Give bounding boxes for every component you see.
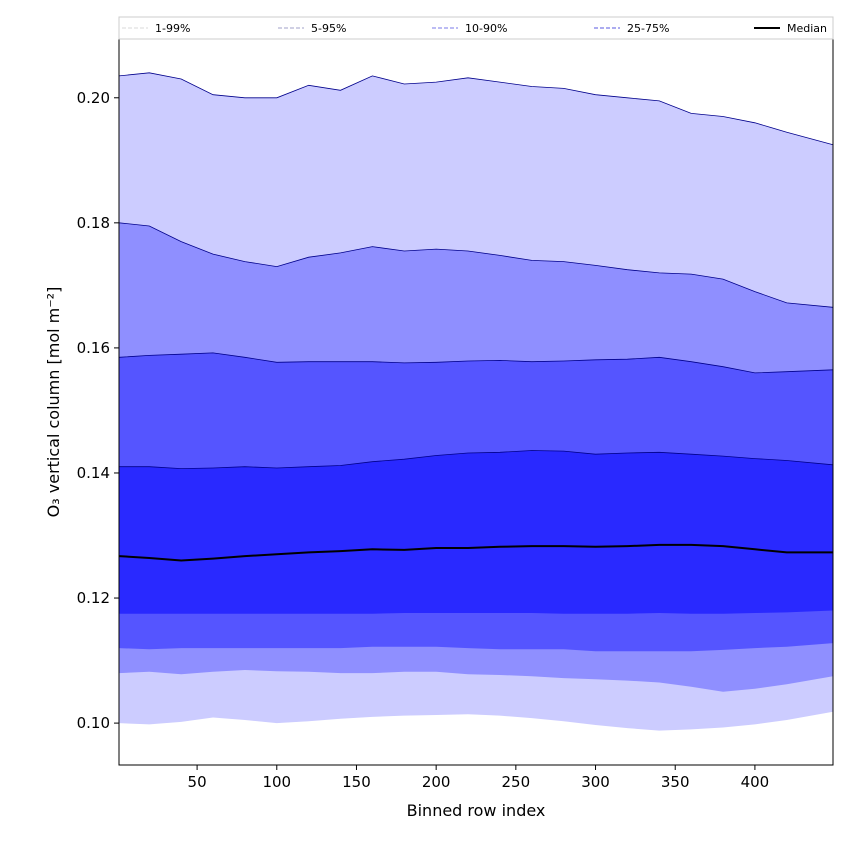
median-layer bbox=[118, 543, 833, 562]
x-tick-label: 150 bbox=[342, 773, 371, 791]
legend-label: 10-90% bbox=[465, 22, 507, 35]
bands-layer bbox=[118, 72, 834, 731]
x-tick-label: 200 bbox=[422, 773, 451, 791]
y-tick-label: 0.20 bbox=[77, 89, 110, 107]
legend-label: Median bbox=[787, 22, 827, 35]
y-tick-label: 0.12 bbox=[77, 589, 110, 607]
x-tick-label: 300 bbox=[581, 773, 610, 791]
y-tick-label: 0.18 bbox=[77, 214, 110, 232]
x-axis-ticks: 50 100 150 200 250 300 350 400 bbox=[188, 765, 770, 791]
legend: 1-99% 5-95% 10-90% 25-75% Median bbox=[118, 16, 834, 40]
x-tick-label: 250 bbox=[502, 773, 531, 791]
x-tick-label: 50 bbox=[188, 773, 207, 791]
x-tick-label: 350 bbox=[661, 773, 690, 791]
y-tick-label: 0.14 bbox=[77, 464, 110, 482]
y-tick-label: 0.10 bbox=[77, 714, 110, 732]
band-25-75% bbox=[119, 450, 833, 614]
legend-box bbox=[118, 16, 834, 40]
y-tick-label: 0.16 bbox=[77, 339, 110, 357]
band-upper-edge-1-99% bbox=[118, 72, 834, 146]
x-axis-label: Binned row index bbox=[407, 801, 546, 820]
band-upper-edge-25-75% bbox=[119, 450, 834, 470]
x-tick-label: 100 bbox=[262, 773, 291, 791]
legend-label: 25-75% bbox=[627, 22, 669, 35]
legend-label: 1-99% bbox=[155, 22, 190, 35]
y-axis-label: O₃ vertical column [mol m⁻²] bbox=[44, 287, 63, 518]
legend-label: 5-95% bbox=[311, 22, 346, 35]
y-axis-ticks: 0.10 0.12 0.14 0.16 0.18 0.20 bbox=[77, 89, 119, 732]
band-upper-edge-10-90% bbox=[118, 352, 834, 374]
band-upper-edge-5-95% bbox=[118, 222, 834, 308]
median-line bbox=[118, 543, 833, 562]
x-tick-label: 400 bbox=[741, 773, 770, 791]
